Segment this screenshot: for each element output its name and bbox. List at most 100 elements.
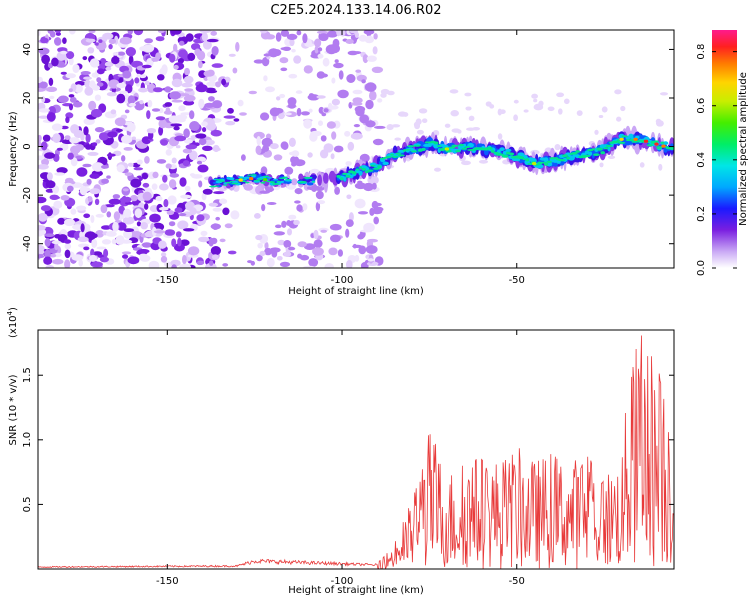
noise-blob	[130, 178, 142, 188]
noise-blob	[300, 111, 310, 116]
noise-blob	[83, 126, 89, 136]
noise-blob	[163, 199, 169, 208]
noise-blob	[253, 131, 265, 140]
noise-blob	[309, 93, 314, 97]
signal-blob	[407, 145, 415, 148]
noise-blob	[152, 171, 159, 179]
noise-blob	[331, 98, 340, 106]
noise-blob	[121, 251, 132, 255]
noise-blob	[111, 56, 120, 65]
noise-blob	[346, 259, 353, 268]
signal-hotspot	[619, 137, 624, 141]
noise-blob	[302, 33, 308, 44]
noise-blob	[108, 38, 117, 45]
signal-blob	[653, 140, 659, 143]
noise-blob	[369, 90, 377, 101]
noise-blob	[52, 185, 60, 194]
signal-blob	[600, 151, 605, 155]
noise-blob-faint	[394, 137, 402, 141]
noise-blob	[98, 132, 109, 141]
noise-blob	[149, 213, 161, 223]
noise-blob	[346, 74, 356, 83]
noise-blob	[232, 67, 238, 74]
noise-blob-faint	[380, 92, 387, 98]
signal-blob	[627, 139, 635, 142]
signal-hotspot	[262, 178, 268, 182]
noise-blob	[63, 239, 72, 244]
noise-blob	[364, 82, 377, 92]
noise-blob	[205, 87, 216, 92]
noise-blob	[320, 229, 328, 233]
noise-blob	[371, 200, 379, 210]
noise-blob	[51, 240, 62, 245]
noise-blob	[91, 108, 103, 118]
noise-blob	[76, 167, 88, 177]
signal-blob	[262, 175, 270, 178]
noise-blob	[280, 30, 290, 37]
colorbar-tick-label: 0.6	[696, 98, 707, 114]
noise-blob	[206, 69, 215, 77]
noise-blob	[353, 51, 362, 55]
noise-blob	[359, 114, 370, 124]
snr-y-ticks: 0.5 1.0 1.5	[22, 367, 674, 512]
noise-blob	[372, 138, 384, 146]
noise-blob	[121, 134, 133, 144]
noise-blob	[45, 265, 55, 268]
noise-blob	[131, 230, 137, 235]
noise-blob	[334, 186, 340, 195]
noise-blob	[136, 159, 143, 165]
noise-blob	[210, 246, 221, 256]
signal-blob	[391, 155, 399, 158]
spectrogram-frame	[37, 29, 675, 269]
noise-blob	[72, 101, 83, 108]
noise-blob	[95, 213, 105, 218]
noise-blob	[372, 46, 378, 55]
noise-blob	[38, 164, 49, 170]
noise-blob	[141, 172, 149, 180]
noise-blob	[189, 110, 195, 120]
noise-blob	[90, 248, 95, 257]
noise-blob	[75, 155, 83, 160]
noise-blob	[117, 51, 126, 56]
noise-blob	[171, 264, 177, 268]
noise-blob	[315, 190, 324, 200]
noise-blob	[312, 247, 324, 256]
noise-blob	[354, 254, 360, 262]
noise-blob	[87, 47, 95, 54]
noise-blob	[47, 30, 54, 34]
noise-blob	[344, 130, 351, 137]
noise-blob	[57, 217, 66, 225]
noise-blob	[321, 112, 327, 117]
signal-blob	[355, 168, 360, 171]
signal-blob	[358, 170, 363, 176]
noise-blob	[148, 260, 160, 268]
signal-hotspot	[633, 137, 638, 141]
noise-blob	[38, 225, 46, 231]
noise-blob-faint	[421, 118, 428, 124]
noise-blob	[147, 99, 153, 108]
noise-blob	[165, 149, 172, 156]
noise-blob-faint	[563, 98, 570, 105]
noise-blob-faint	[655, 120, 664, 127]
noise-blob	[115, 128, 123, 132]
noise-blob	[111, 238, 117, 245]
signal-hotspot	[643, 139, 649, 143]
noise-blob-faint	[489, 104, 495, 109]
noise-blob	[167, 195, 177, 205]
noise-blob	[160, 255, 168, 263]
noise-blob	[265, 133, 272, 140]
signal-blob	[448, 146, 456, 149]
noise-blob	[279, 93, 286, 99]
spectrogram-y-ticks: -40 -20 0 20 40	[22, 43, 674, 252]
noise-blob	[55, 32, 62, 36]
noise-blob	[247, 260, 253, 264]
noise-blob	[82, 163, 92, 168]
noise-blob	[84, 86, 94, 96]
noise-blob	[169, 91, 181, 100]
noise-blob	[299, 254, 310, 261]
noise-blob	[275, 224, 282, 229]
signal-blob	[269, 181, 276, 184]
noise-blob	[257, 242, 264, 249]
noise-blob	[266, 257, 275, 268]
noise-blob	[101, 165, 109, 169]
